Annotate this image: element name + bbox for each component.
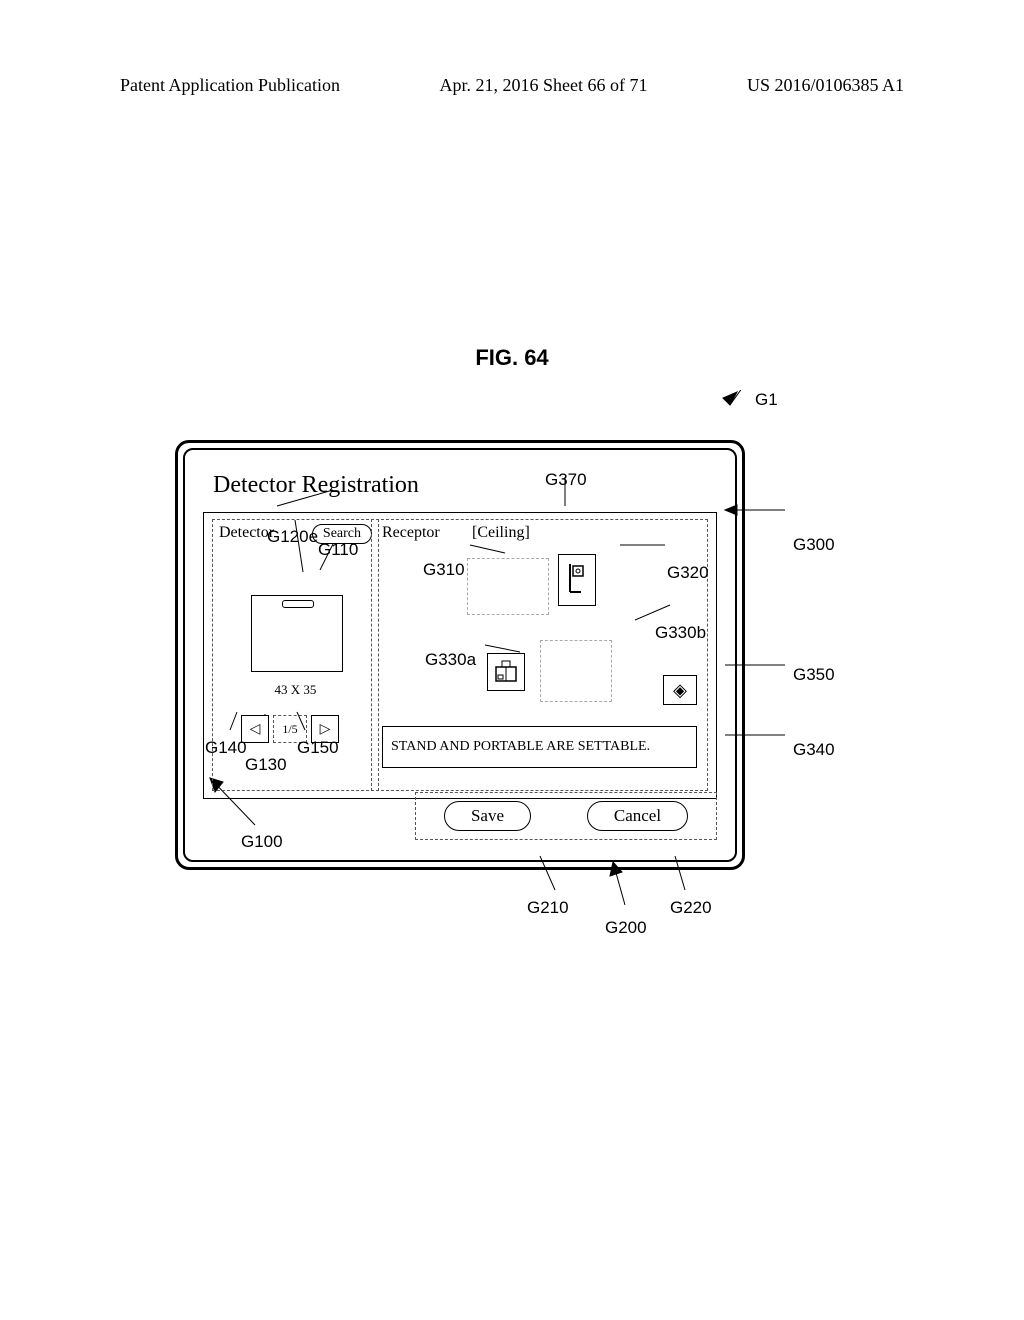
- lbl-g370: G370: [545, 470, 587, 490]
- lbl-g200: G200: [605, 918, 647, 938]
- g330a-icon-box[interactable]: [487, 653, 525, 691]
- receptor-panel: Receptor [Ceiling]: [371, 519, 708, 791]
- lbl-g210: G210: [527, 898, 569, 918]
- panel-title: Detector Registration: [213, 472, 419, 499]
- header-right: US 2016/0106385 A1: [747, 75, 904, 96]
- lbl-g100: G100: [241, 832, 283, 852]
- detector-label: Detector: [219, 524, 274, 542]
- stand-icon: [493, 659, 519, 685]
- g350-icon-box[interactable]: ◈: [663, 675, 697, 705]
- lbl-g310: G310: [423, 560, 465, 580]
- lbl-g220: G220: [670, 898, 712, 918]
- lbl-g120e: G120e: [267, 527, 318, 547]
- cancel-button[interactable]: Cancel: [587, 801, 688, 831]
- receptor-label: Receptor: [382, 524, 440, 542]
- page-header: Patent Application Publication Apr. 21, …: [120, 75, 904, 96]
- lbl-g320: G320: [667, 563, 709, 583]
- lbl-g330b: G330b: [655, 623, 706, 643]
- lbl-g340: G340: [793, 740, 835, 760]
- header-center: Apr. 21, 2016 Sheet 66 of 71: [439, 75, 647, 96]
- portable-icon: ◈: [673, 680, 687, 701]
- lbl-g350: G350: [793, 665, 835, 685]
- save-button[interactable]: Save: [444, 801, 531, 831]
- receptor-mode: [Ceiling]: [472, 524, 530, 542]
- detector-thumbnail: [251, 595, 343, 672]
- figure-title: FIG. 64: [0, 345, 1024, 371]
- lbl-g130: G130: [245, 755, 287, 775]
- lbl-g300: G300: [793, 535, 835, 555]
- figure-wrap: Detector Registration Detector Search 43…: [175, 440, 745, 870]
- lbl-g150: G150: [297, 738, 339, 758]
- lbl-g140: G140: [205, 738, 247, 758]
- detector-size: 43 X 35: [213, 682, 378, 698]
- g310-placeholder: [467, 558, 549, 615]
- lbl-g110: G110: [318, 540, 358, 560]
- g320-icon-box[interactable]: [558, 554, 596, 606]
- status-message: STAND AND PORTABLE ARE SETTABLE.: [382, 726, 697, 768]
- g330b-placeholder: [540, 640, 612, 702]
- header-left: Patent Application Publication: [120, 75, 340, 96]
- lbl-g1: G1: [755, 390, 778, 410]
- button-row: Save Cancel: [415, 792, 717, 840]
- lbl-g330a: G330a: [425, 650, 476, 670]
- ceiling-tube-icon: [565, 562, 589, 598]
